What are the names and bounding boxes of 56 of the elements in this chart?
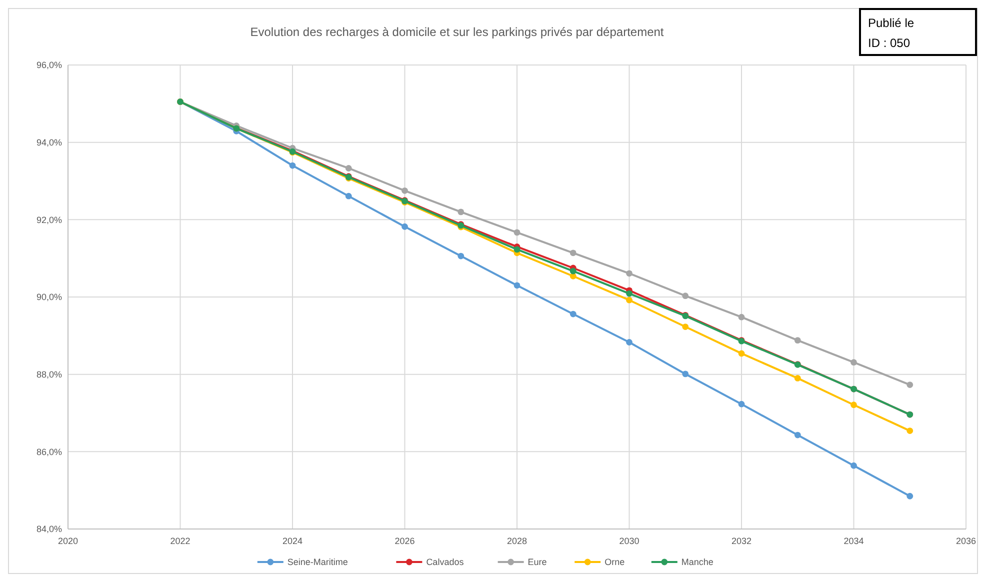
point xyxy=(794,432,801,438)
point xyxy=(682,324,689,330)
x-tick-label: 2028 xyxy=(506,536,528,546)
y-tick-label: 92,0% xyxy=(36,214,62,225)
point xyxy=(794,337,801,344)
legend-label: Seine-Maritime xyxy=(287,557,348,568)
point xyxy=(570,310,576,318)
chart-title: Evolution des recharges à domicile et sur les parkings privés par département xyxy=(250,25,664,39)
point xyxy=(626,270,632,277)
legend-label: Orne xyxy=(604,557,625,568)
point xyxy=(738,314,745,320)
y-tick-label: 86,0% xyxy=(36,446,62,457)
point xyxy=(402,187,408,194)
point xyxy=(458,208,464,216)
point xyxy=(570,250,576,256)
point xyxy=(906,382,914,388)
y-tick-label: 90,0% xyxy=(36,292,62,302)
x-tick-label: 2024 xyxy=(282,536,303,546)
legend-label: Manche xyxy=(681,557,714,568)
x-tick-label: 2022 xyxy=(170,536,190,546)
point xyxy=(850,462,857,469)
y-tick-label: 94,0% xyxy=(36,137,62,148)
point xyxy=(906,492,914,500)
point xyxy=(850,359,857,366)
x-tick-label: 2034 xyxy=(844,536,864,546)
point xyxy=(345,192,352,200)
point xyxy=(682,370,689,378)
point xyxy=(738,350,745,357)
point xyxy=(850,402,857,408)
point xyxy=(906,428,914,434)
point xyxy=(682,292,689,300)
y-tick-label: 84,0% xyxy=(36,524,62,534)
point xyxy=(458,252,464,260)
point xyxy=(514,229,520,236)
point xyxy=(794,375,801,382)
x-tick-label: 2036 xyxy=(956,536,976,546)
point xyxy=(738,400,745,408)
point xyxy=(402,223,408,230)
text: Publié le xyxy=(868,16,914,30)
point xyxy=(570,268,576,274)
x-tick-label: 2032 xyxy=(731,536,752,546)
x-tick-label: 2020 xyxy=(58,536,78,546)
point xyxy=(626,339,632,346)
x-tick-label: 2026 xyxy=(394,536,415,546)
text: ID : 050 xyxy=(868,36,910,50)
point xyxy=(514,282,520,289)
x-tick-label: 2030 xyxy=(619,536,640,546)
y-tick-label: 88,0% xyxy=(36,369,62,380)
legend-label: Calvados xyxy=(426,557,464,568)
y-tick-label: 96,0% xyxy=(36,60,62,70)
point xyxy=(626,290,632,297)
point xyxy=(626,296,632,304)
point xyxy=(289,162,296,169)
point xyxy=(345,165,352,172)
point xyxy=(514,246,520,253)
legend-label: Eure xyxy=(528,557,547,568)
